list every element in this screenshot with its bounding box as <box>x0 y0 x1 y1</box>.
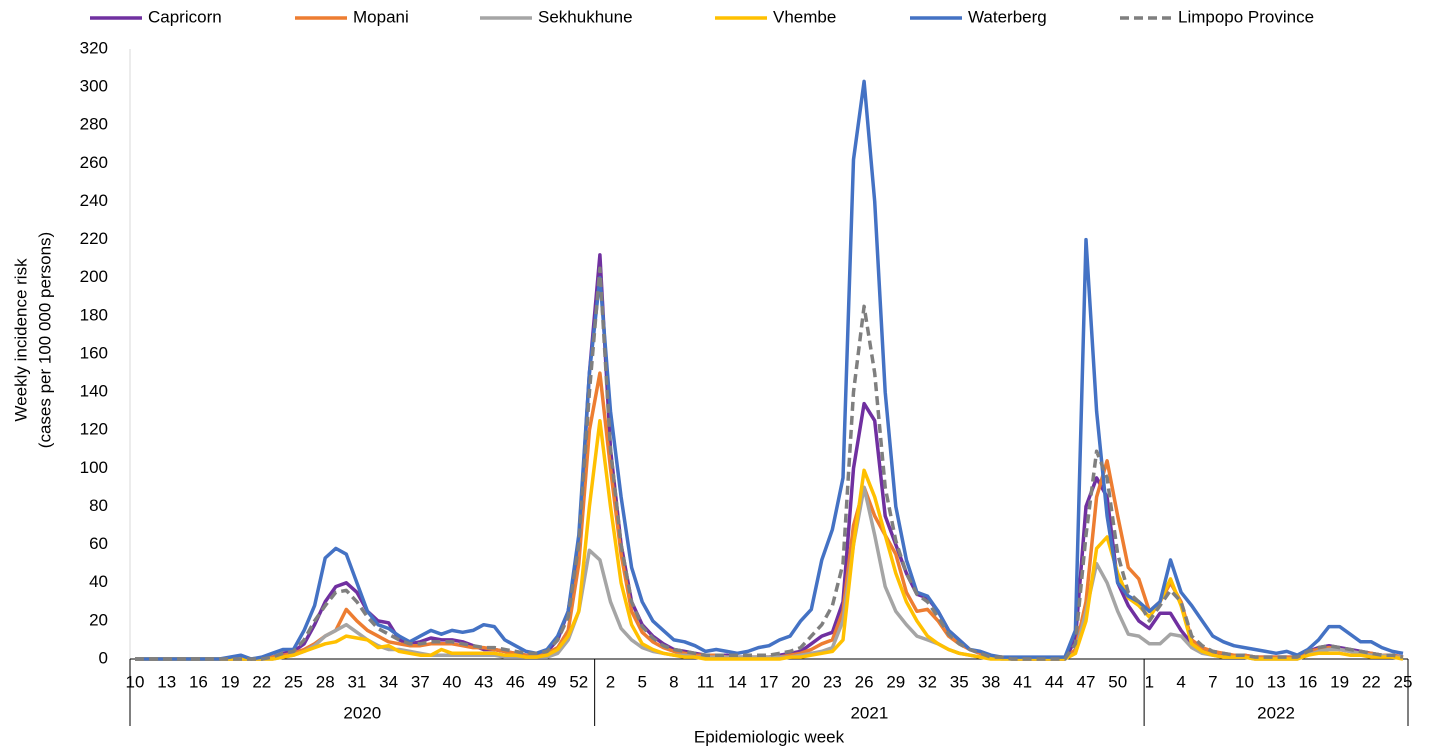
y-tick-label: 280 <box>80 115 108 134</box>
x-tick-label: 8 <box>669 672 678 691</box>
x-tick-label: 37 <box>411 672 430 691</box>
x-group-label: 2021 <box>850 703 888 722</box>
x-tick-label: 52 <box>569 672 588 691</box>
y-tick-label: 120 <box>80 420 108 439</box>
x-tick-label: 16 <box>189 672 208 691</box>
legend-label: Capricorn <box>148 7 222 26</box>
legend-label: Limpopo Province <box>1178 7 1314 26</box>
series-line <box>135 485 1403 661</box>
series-line <box>135 79 1404 661</box>
y-axis-title: (cases per 100 000 persons) <box>35 232 54 448</box>
x-tick-label: 5 <box>637 672 646 691</box>
x-tick-label: 44 <box>1045 672 1064 691</box>
x-tick-label: 2 <box>606 672 615 691</box>
x-tick-label: 23 <box>823 672 842 691</box>
legend-label: Waterberg <box>968 7 1047 26</box>
y-axis-title: Weekly incidence risk <box>11 258 30 422</box>
series-line <box>135 253 1404 661</box>
x-tick-label: 20 <box>791 672 810 691</box>
x-tick-label: 43 <box>474 672 493 691</box>
x-tick-label: 46 <box>506 672 525 691</box>
x-tick-label: 10 <box>1235 672 1254 691</box>
x-axis-title: Epidemiologic week <box>694 727 845 746</box>
x-tick-label: 19 <box>221 672 240 691</box>
x-tick-label: 13 <box>157 672 176 691</box>
x-tick-label: 40 <box>443 672 462 691</box>
legend-label: Mopani <box>353 7 409 26</box>
y-tick-label: 180 <box>80 305 108 324</box>
x-tick-label: 13 <box>1267 672 1286 691</box>
y-tick-label: 20 <box>89 610 108 629</box>
y-tick-label: 240 <box>80 191 108 210</box>
x-tick-label: 7 <box>1208 672 1217 691</box>
x-group-label: 2020 <box>343 703 381 722</box>
y-tick-label: 320 <box>80 38 108 57</box>
x-tick-label: 25 <box>284 672 303 691</box>
x-tick-label: 10 <box>126 672 145 691</box>
x-tick-label: 41 <box>1013 672 1032 691</box>
y-tick-label: 220 <box>80 229 108 248</box>
x-tick-label: 1 <box>1145 672 1154 691</box>
x-tick-label: 31 <box>347 672 366 691</box>
x-tick-label: 38 <box>981 672 1000 691</box>
y-tick-label: 160 <box>80 343 108 362</box>
x-tick-label: 19 <box>1330 672 1349 691</box>
x-tick-label: 14 <box>728 672 747 691</box>
x-tick-label: 29 <box>886 672 905 691</box>
x-tick-label: 32 <box>918 672 937 691</box>
y-tick-label: 0 <box>99 648 108 667</box>
series-line <box>135 266 1404 661</box>
x-tick-label: 35 <box>950 672 969 691</box>
x-group-label: 2022 <box>1257 703 1295 722</box>
y-tick-label: 80 <box>89 496 108 515</box>
y-tick-label: 100 <box>80 458 108 477</box>
x-tick-label: 16 <box>1298 672 1317 691</box>
x-tick-label: 22 <box>252 672 271 691</box>
y-tick-label: 300 <box>80 77 108 96</box>
legend-label: Sekhukhune <box>538 7 633 26</box>
x-tick-label: 50 <box>1108 672 1127 691</box>
x-tick-label: 26 <box>855 672 874 691</box>
x-tick-label: 17 <box>760 672 779 691</box>
y-tick-label: 200 <box>80 267 108 286</box>
x-tick-label: 49 <box>538 672 557 691</box>
x-tick-label: 34 <box>379 672 398 691</box>
series-line <box>135 371 1404 661</box>
legend-label: Vhembe <box>773 7 836 26</box>
x-tick-label: 28 <box>316 672 335 691</box>
x-tick-label: 11 <box>697 672 715 691</box>
y-tick-label: 40 <box>89 572 108 591</box>
y-tick-label: 140 <box>80 382 108 401</box>
series-line <box>135 418 1404 661</box>
y-tick-label: 60 <box>89 534 108 553</box>
x-tick-label: 22 <box>1362 672 1381 691</box>
x-tick-label: 4 <box>1176 672 1185 691</box>
y-tick-label: 260 <box>80 153 108 172</box>
x-tick-label: 25 <box>1394 672 1413 691</box>
x-tick-label: 47 <box>1077 672 1096 691</box>
